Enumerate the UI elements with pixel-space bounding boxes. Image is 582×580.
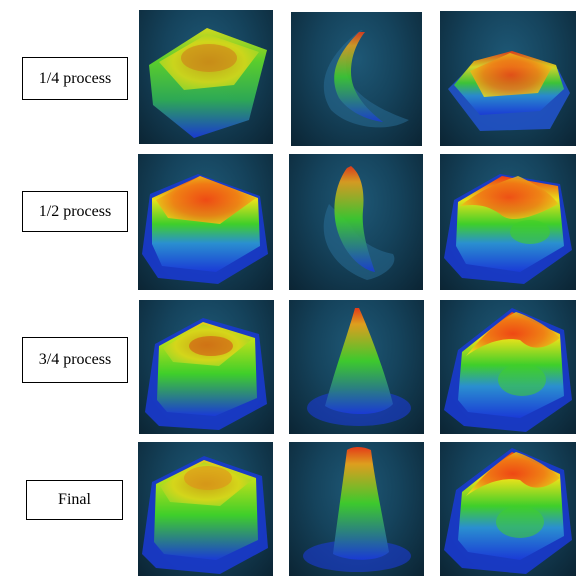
point-cloud-r3-c1	[139, 300, 274, 434]
point-cloud-r2-c3	[440, 154, 576, 290]
point-cloud-r2-c1	[138, 154, 273, 290]
row-label-text: 1/4 process	[38, 69, 112, 87]
row-label-three-quarter: 3/4 process	[22, 337, 128, 383]
row-label-final: Final	[26, 480, 123, 520]
row-label-text: Final	[58, 491, 91, 508]
point-cloud-r1-c1	[139, 10, 273, 144]
row-label-quarter: 1/4 process	[22, 57, 128, 100]
point-cloud-r4-c2	[289, 442, 424, 576]
point-cloud-r3-c2	[289, 300, 424, 434]
point-cloud-r4-c1	[138, 442, 273, 576]
point-cloud-r4-c3	[440, 442, 576, 576]
row-label-half: 1/2 process	[22, 191, 128, 232]
row-label-text: 1/2 process	[38, 202, 112, 220]
point-cloud-r1-c2	[291, 12, 422, 146]
row-label-text: 3/4 process	[38, 351, 112, 368]
point-cloud-r2-c2	[289, 154, 423, 290]
point-cloud-r1-c3	[440, 11, 576, 146]
point-cloud-r3-c3	[440, 300, 576, 434]
